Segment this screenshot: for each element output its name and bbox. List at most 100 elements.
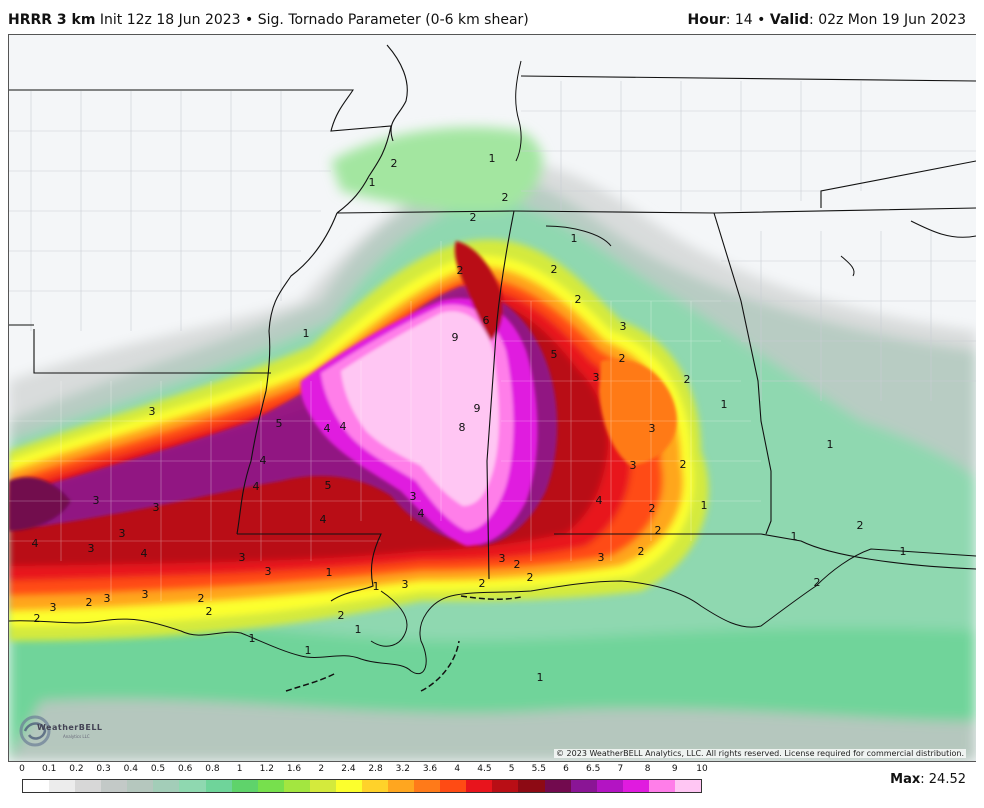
contour-value-label: 2 [479, 577, 486, 590]
legend-label: 4.5 [477, 764, 492, 774]
contour-value-label: 1 [369, 176, 376, 189]
legend-swatch [648, 780, 675, 792]
legend-label: 2.4 [341, 764, 356, 774]
contour-value-label: 3 [104, 592, 111, 605]
legend-label: 0.8 [205, 764, 220, 774]
legend-swatch [518, 780, 545, 792]
legend-swatch [492, 780, 519, 792]
contour-value-label: 2 [527, 571, 534, 584]
contour-value-label: 3 [593, 371, 600, 384]
contour-value-label: 1 [537, 671, 544, 684]
product-title: HRRR 3 km Init 12z 18 Jun 2023 • Sig. To… [8, 12, 529, 28]
legend-swatch [23, 780, 50, 792]
max-value: Max: 24.52 [890, 772, 966, 787]
contour-value-label: 3 [50, 601, 57, 614]
contour-value-label: 1 [489, 152, 496, 165]
legend-label: 0.6 [178, 764, 193, 774]
logo-name: WeatherBELL [37, 723, 103, 732]
max-label: Max [890, 772, 921, 787]
legend-swatch [674, 780, 702, 792]
contour-value-label: 4 [253, 480, 260, 493]
legend-label: 0.3 [96, 764, 111, 774]
contour-value-label: 2 [470, 211, 477, 224]
valid-label: Valid [769, 12, 810, 28]
contour-value-label: 1 [721, 398, 728, 411]
hour-label: Hour [687, 12, 726, 28]
contour-value-label: 1 [305, 644, 312, 657]
contour-value-label: 1 [571, 232, 578, 245]
contour-value-label: 1 [900, 545, 907, 558]
legend-swatch [622, 780, 649, 792]
contour-value-label: 2 [514, 558, 521, 571]
contour-value-label: 2 [655, 524, 662, 537]
valid-value: 02z Mon 19 Jun 2023 [818, 12, 966, 28]
contour-value-label: 2 [575, 293, 582, 306]
contour-value-label: 3 [402, 578, 409, 591]
legend-label: 7 [617, 764, 624, 774]
county-lines [9, 241, 761, 601]
legend-swatch [257, 780, 284, 792]
legend-label: 0.5 [150, 764, 166, 774]
legend-label: 6.5 [586, 764, 601, 774]
contour-value-label: 2 [680, 458, 687, 471]
contour-value-label: 1 [355, 623, 362, 636]
contour-value-label: 2 [684, 373, 691, 386]
contour-value-label: 1 [249, 632, 256, 645]
legend-swatch [414, 780, 441, 792]
contour-value-label: 1 [827, 438, 834, 451]
contour-value-label: 3 [149, 405, 156, 418]
legend-swatch [544, 780, 571, 792]
valid-time-info: Hour: 14 • Valid: 02z Mon 19 Jun 2023 [687, 12, 966, 28]
contour-value-label: 3 [499, 552, 506, 565]
legend-labels: 0 0.1 0.2 0.3 0.4 0.5 0.6 0.8 1 1.2 1.6 2 2.4 2.8 3.2 3… [19, 764, 708, 778]
contour-value-label: 2 [198, 592, 205, 605]
legend-swatch [231, 780, 258, 792]
legend-label: 0.4 [123, 764, 138, 774]
legend-swatch [466, 780, 493, 792]
contour-value-label: 3 [142, 588, 149, 601]
legend-swatch [440, 780, 467, 792]
legend-colorbar [22, 779, 702, 793]
legend-label: 10 [696, 764, 708, 774]
high-value-field [9, 241, 677, 546]
max-number: 24.52 [928, 772, 966, 787]
contour-value-label: 3 [88, 542, 95, 555]
contour-value-label: 9 [452, 331, 459, 344]
legend-swatch [570, 780, 597, 792]
contour-value-label: 4 [340, 420, 347, 433]
contour-value-label: 2 [814, 576, 821, 589]
separator: • [757, 12, 766, 28]
contour-value-label: 3 [620, 320, 627, 333]
contour-value-label: 4 [141, 547, 148, 560]
coastline [9, 60, 976, 692]
legend-swatch [127, 780, 154, 792]
contour-value-label: 2 [206, 605, 213, 618]
init-time: Init 12z 18 Jun 2023 [99, 12, 241, 28]
contour-value-label: 4 [260, 454, 267, 467]
legend-swatch [101, 780, 128, 792]
contour-value-label: 2 [619, 352, 626, 365]
logo-subtitle: Analytics LLC [63, 734, 90, 739]
contour-value-label: 2 [34, 612, 41, 625]
legend-swatch [283, 780, 310, 792]
product-name: Sig. Tornado Parameter (0-6 km shear) [257, 12, 529, 28]
contour-value-label: 4 [418, 507, 425, 520]
legend-label: 8 [644, 764, 651, 774]
contour-value-label: 1 [701, 499, 708, 512]
hour-value: 14 [734, 12, 753, 28]
legend-label: 2 [318, 764, 325, 774]
contour-value-label: 3 [153, 501, 160, 514]
contour-value-label: 1 [373, 580, 380, 593]
contour-value-label: 3 [239, 551, 246, 564]
legend-label: 5.5 [531, 764, 546, 774]
model-name: HRRR 3 km [8, 12, 96, 28]
contour-value-label: 2 [86, 596, 93, 609]
legend-swatch [179, 780, 206, 792]
copyright-notice: © 2023 WeatherBELL Analytics, LLC. All r… [554, 749, 966, 758]
contour-value-label: 3 [649, 422, 656, 435]
legend-swatch [596, 780, 623, 792]
contour-value-label: 6 [483, 314, 490, 327]
contour-value-label: 5 [551, 348, 558, 361]
